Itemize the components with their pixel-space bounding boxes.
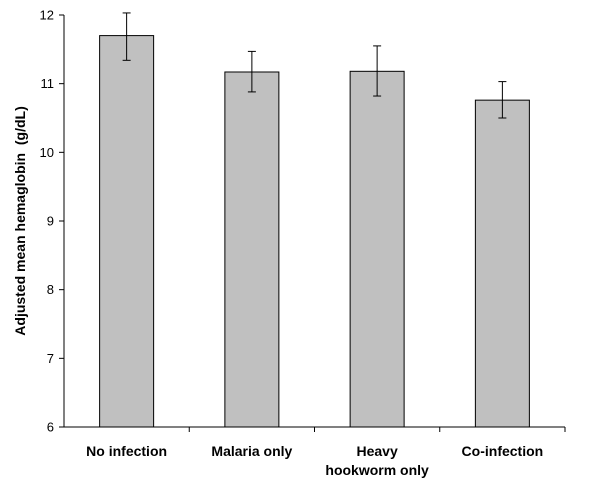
y-ticks: 6 7 8 9 10 11 12: [40, 8, 64, 435]
y-tick-label: 12: [40, 8, 54, 23]
y-tick-label: 8: [47, 282, 54, 297]
y-tick-label: 10: [40, 145, 54, 160]
bar: [349, 70, 405, 428]
bar: [474, 99, 530, 428]
y-axis-title: Adjusted mean hemaglobin (g/dL): [12, 106, 28, 335]
x-category-label-line: Malaria only: [211, 443, 292, 459]
bars-layer: [99, 35, 530, 428]
y-tick-label: 11: [41, 76, 55, 91]
x-category-label-line: hookworm only: [325, 462, 429, 478]
x-category-label: Co-infection: [462, 443, 544, 459]
x-category-label-line: Heavy: [356, 443, 397, 459]
bar: [99, 35, 155, 428]
x-category-label: Heavy hookworm only: [325, 443, 429, 478]
y-tick-label: 9: [47, 214, 54, 229]
error-bars-layer: [122, 12, 507, 119]
bar: [224, 71, 280, 428]
x-category-label-line: No infection: [86, 443, 167, 459]
x-category-label-line: Co-infection: [462, 443, 544, 459]
x-category-label: Malaria only: [211, 443, 292, 459]
x-category-labels: No infection Malaria only Heavy hookworm on…: [86, 427, 566, 478]
y-tick-label: 6: [47, 420, 54, 435]
x-category-label: No infection: [86, 443, 167, 459]
y-tick-label: 7: [47, 351, 54, 366]
